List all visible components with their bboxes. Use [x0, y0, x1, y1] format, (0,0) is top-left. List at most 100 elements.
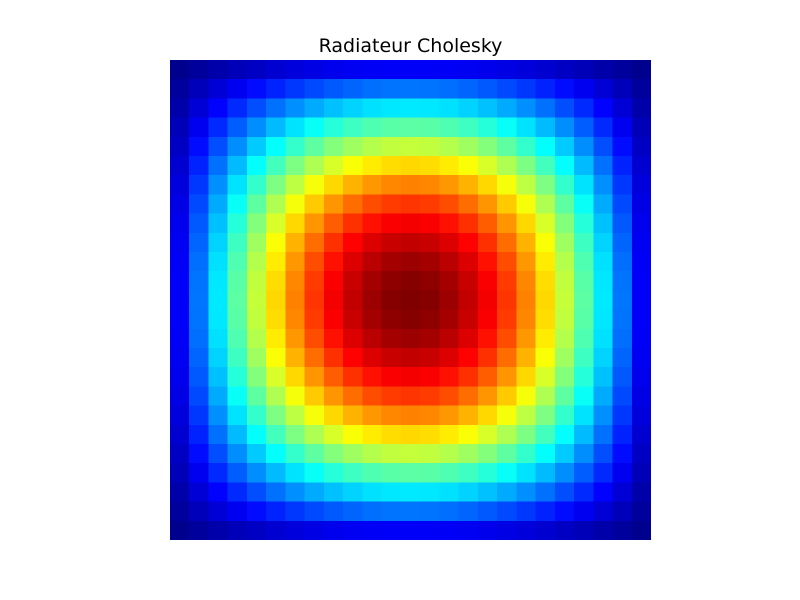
- heatmap-cell: [439, 328, 460, 349]
- heatmap-cell: [554, 98, 575, 119]
- heatmap-cell: [631, 194, 651, 215]
- heatmap-cell: [612, 156, 633, 176]
- heatmap-cell: [208, 309, 229, 330]
- heatmap-cell: [304, 501, 325, 522]
- heatmap-cell: [189, 367, 210, 387]
- heatmap-cell: [343, 60, 363, 80]
- heatmap-cell: [323, 405, 344, 426]
- heatmap-cell: [497, 194, 517, 215]
- heatmap-cell: [516, 328, 537, 349]
- heatmap-cell: [362, 156, 383, 176]
- heatmap-cell: [574, 309, 594, 330]
- heatmap-cell: [381, 117, 402, 138]
- heatmap-cell: [420, 175, 440, 195]
- heatmap-cell: [439, 444, 460, 464]
- heatmap-cell: [266, 444, 287, 464]
- heatmap-cell: [170, 444, 190, 464]
- heatmap-cell: [497, 232, 517, 253]
- heatmap-cell: [477, 328, 498, 349]
- heatmap-cell: [612, 79, 633, 99]
- heatmap-cell: [170, 348, 190, 368]
- heatmap-cell: [420, 98, 440, 119]
- heatmap-cell: [343, 194, 363, 215]
- heatmap-cell: [246, 213, 267, 234]
- heatmap-cell: [208, 175, 229, 195]
- heatmap-cell: [170, 252, 190, 272]
- heatmap-cell: [323, 290, 344, 311]
- heatmap-cell: [554, 79, 575, 99]
- heatmap-cell: [554, 328, 575, 349]
- heatmap-cell: [400, 79, 421, 99]
- heatmap-cell: [400, 444, 421, 464]
- heatmap-cell: [593, 463, 614, 483]
- heatmap-cell: [574, 252, 594, 272]
- heatmap-cell: [381, 328, 402, 349]
- heatmap-cell: [362, 501, 383, 522]
- heatmap-cell: [285, 501, 306, 522]
- heatmap-cell: [246, 175, 267, 195]
- heatmap-cell: [208, 424, 229, 445]
- heatmap-cell: [497, 463, 517, 483]
- heatmap-cell: [227, 136, 248, 157]
- heatmap-cell: [266, 232, 287, 253]
- heatmap-cell: [574, 482, 594, 503]
- heatmap-cell: [593, 271, 614, 291]
- heatmap-cell: [400, 60, 421, 80]
- heatmap-cell: [400, 348, 421, 368]
- heatmap-cell: [246, 405, 267, 426]
- heatmap-cell: [439, 482, 460, 503]
- heatmap-cell: [516, 175, 537, 195]
- heatmap-cell: [304, 79, 325, 99]
- heatmap-cell: [266, 175, 287, 195]
- heatmap-cell: [285, 328, 306, 349]
- heatmap-cell: [227, 444, 248, 464]
- heatmap-cell: [458, 386, 479, 407]
- heatmap-cell: [420, 309, 440, 330]
- heatmap-cell: [304, 290, 325, 311]
- heatmap-cell: [227, 309, 248, 330]
- heatmap-cell: [535, 444, 556, 464]
- heatmap-cell: [400, 463, 421, 483]
- heatmap-cell: [554, 194, 575, 215]
- heatmap-cell: [266, 463, 287, 483]
- heatmap-cell: [535, 386, 556, 407]
- heatmap-cell: [285, 175, 306, 195]
- heatmap-cell: [343, 271, 363, 291]
- heatmap-cell: [631, 117, 651, 138]
- heatmap-cell: [439, 348, 460, 368]
- heatmap-cell: [208, 444, 229, 464]
- heatmap-cell: [477, 501, 498, 522]
- heatmap-cell: [362, 175, 383, 195]
- heatmap-cell: [170, 520, 190, 540]
- heatmap-cell: [535, 271, 556, 291]
- heatmap-cell: [631, 136, 651, 157]
- heatmap-cell: [227, 501, 248, 522]
- heatmap-cell: [170, 501, 190, 522]
- heatmap-cell: [477, 444, 498, 464]
- heatmap-cell: [266, 424, 287, 445]
- heatmap-cell: [381, 271, 402, 291]
- heatmap-cell: [612, 444, 633, 464]
- heatmap-cell: [189, 309, 210, 330]
- heatmap-cell: [593, 482, 614, 503]
- heatmap-cell: [497, 213, 517, 234]
- heatmap-cell: [593, 252, 614, 272]
- heatmap-cell: [285, 136, 306, 157]
- heatmap-cell: [439, 424, 460, 445]
- heatmap-cell: [381, 136, 402, 157]
- heatmap-cell: [458, 520, 479, 540]
- heatmap-cell: [246, 290, 267, 311]
- heatmap-cell: [208, 386, 229, 407]
- heatmap-cell: [554, 482, 575, 503]
- heatmap-cell: [535, 328, 556, 349]
- heatmap-cell: [400, 386, 421, 407]
- heatmap-cell: [227, 290, 248, 311]
- heatmap-cell: [343, 175, 363, 195]
- heatmap-cell: [535, 194, 556, 215]
- heatmap-cell: [612, 367, 633, 387]
- heatmap-cell: [574, 232, 594, 253]
- heatmap-cell: [574, 463, 594, 483]
- heatmap-cell: [227, 367, 248, 387]
- heatmap-cell: [304, 424, 325, 445]
